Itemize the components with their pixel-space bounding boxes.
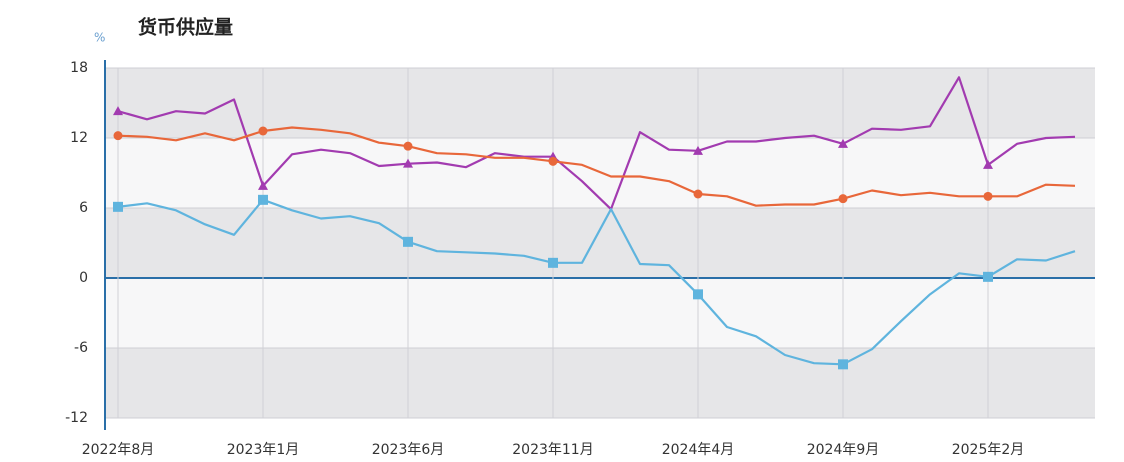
y-tick-label: 12 [70, 130, 88, 146]
series-line [117, 198, 1076, 366]
point-marker [983, 159, 993, 169]
point-marker [548, 257, 558, 268]
point-marker [693, 189, 703, 199]
point-marker [838, 138, 848, 148]
point-marker [983, 191, 993, 201]
x-tick-label: 2025年2月 [952, 442, 1025, 458]
chart-title: 货币供应量 [138, 16, 233, 39]
series-line [117, 126, 1076, 207]
y-tick-label: -6 [74, 340, 88, 356]
point-marker [403, 236, 413, 247]
y-tick-label: 0 [79, 270, 88, 286]
point-marker [403, 141, 413, 151]
x-tick-label: 2023年1月 [227, 442, 300, 458]
point-marker [113, 201, 123, 212]
y-tick-label: -12 [65, 410, 88, 426]
plot-background [105, 68, 1095, 418]
point-marker [113, 131, 123, 141]
point-marker [403, 158, 413, 168]
x-tick-label: 2023年6月 [372, 442, 445, 458]
series-line [117, 76, 1076, 211]
y-unit: % [94, 31, 105, 45]
band [105, 68, 1095, 138]
x-tick-label: 2024年9月 [807, 442, 880, 458]
point-marker [258, 126, 268, 136]
band [105, 348, 1095, 418]
y-tick-label: 6 [79, 200, 88, 216]
point-marker [838, 359, 848, 370]
point-marker [258, 194, 268, 205]
point-marker [258, 180, 268, 190]
band [105, 278, 1095, 348]
point-marker [113, 106, 123, 116]
point-marker [548, 156, 558, 166]
point-marker [693, 145, 703, 155]
y-tick-label: 18 [70, 60, 88, 76]
x-tick-label: 2024年4月 [662, 442, 735, 458]
x-tick-label: 2022年8月 [82, 442, 155, 458]
point-marker [983, 271, 993, 282]
x-tick-label: 2023年11月 [512, 442, 593, 458]
band [105, 208, 1095, 278]
point-marker [693, 289, 703, 300]
point-marker [838, 194, 848, 204]
